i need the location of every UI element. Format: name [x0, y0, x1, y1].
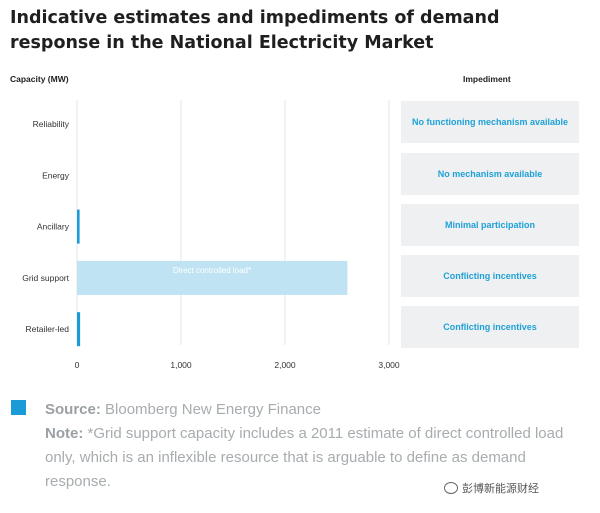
note-line: Note: *Grid support capacity includes a … — [45, 422, 590, 494]
y-category-label: Energy — [42, 170, 70, 180]
impediment-energy: No mechanism available — [401, 153, 579, 195]
bar-annotation: Direct controlled load* — [173, 266, 251, 275]
bar — [77, 260, 348, 295]
bar — [77, 209, 80, 244]
y-category-label: Grid support — [22, 273, 69, 283]
legend-swatch — [11, 400, 26, 415]
capacity-header: Capacity (MW) — [10, 74, 69, 84]
impediment-ancillary: Minimal participation — [401, 204, 579, 246]
x-tick-label: 0 — [75, 360, 80, 370]
bar-chart: 0 1,000 2,000 3,000 Reliability Energy Ancilla… — [22, 100, 400, 370]
x-tick-label: 3,000 — [378, 360, 400, 370]
x-tick-label: 1,000 — [170, 360, 192, 370]
chart-footer: Source: Bloomberg New Energy Finance Not… — [45, 398, 590, 494]
impediment-header: Impediment — [463, 74, 511, 84]
wechat-icon — [444, 482, 458, 494]
chart-title: Indicative estimates and impediments of … — [10, 8, 500, 53]
watermark-text: 彭博新能源财经 — [462, 483, 539, 495]
y-category-label: Ancillary — [37, 222, 70, 232]
note-label: Note: — [45, 425, 84, 442]
watermark: 彭博新能源财经 — [444, 480, 539, 496]
source-label: Source: — [45, 401, 101, 418]
bar — [77, 312, 81, 347]
impediment-retailer-led: Conflicting incentives — [401, 306, 579, 348]
impediment-reliability: No functioning mechanism available — [401, 101, 579, 143]
y-category-label: Reliability — [33, 119, 70, 129]
source-text: Bloomberg New Energy Finance — [105, 401, 321, 418]
source-line: Source: Bloomberg New Energy Finance — [45, 398, 590, 422]
x-tick-label: 2,000 — [274, 360, 296, 370]
note-text: *Grid support capacity includes a 2011 e… — [45, 425, 564, 490]
impediment-grid-support: Conflicting incentives — [401, 255, 579, 297]
y-category-label: Retailer-led — [26, 324, 70, 334]
